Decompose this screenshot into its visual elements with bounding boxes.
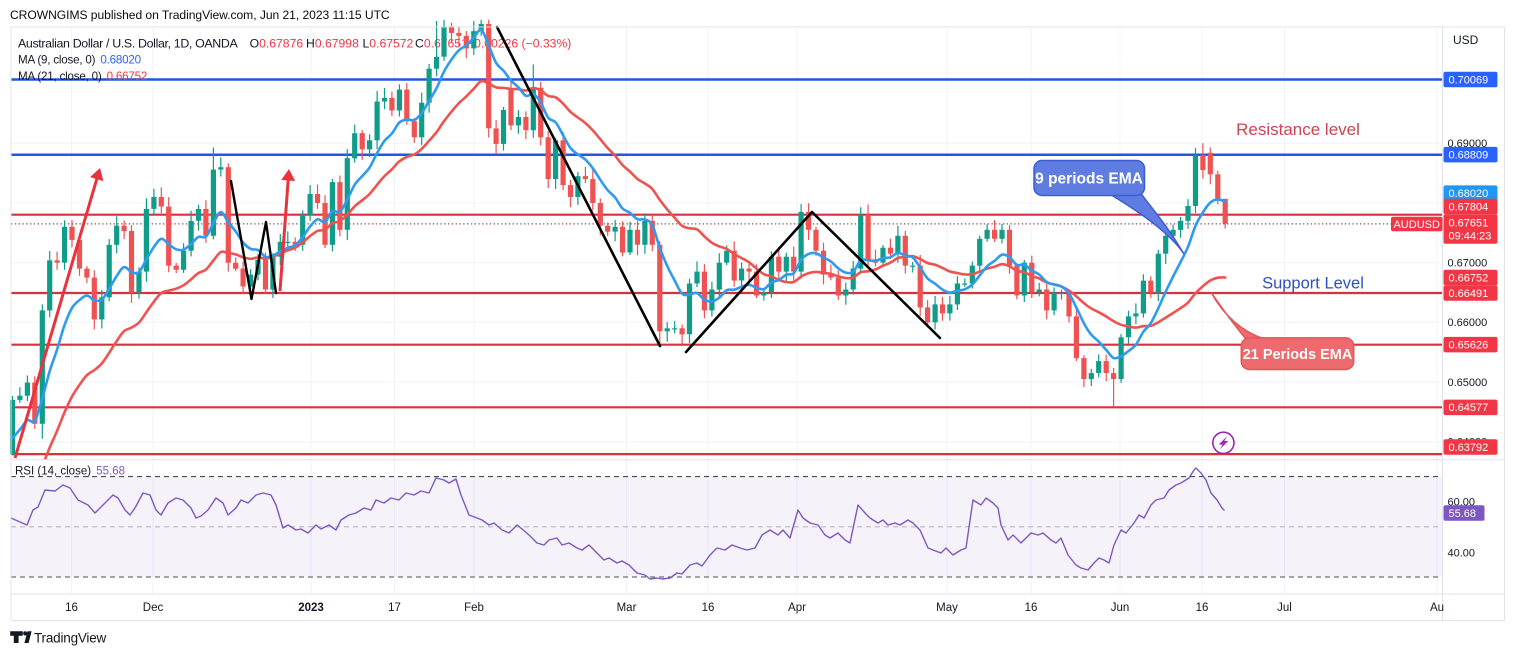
svg-text:Dec: Dec xyxy=(143,602,164,614)
svg-text:0.67651: 0.67651 xyxy=(1449,218,1489,230)
svg-text:USD: USD xyxy=(1453,33,1479,47)
svg-text:AUDUSD: AUDUSD xyxy=(1393,219,1440,231)
svg-text:17: 17 xyxy=(388,602,401,614)
svg-text:16: 16 xyxy=(1025,602,1038,614)
svg-text:0.66000: 0.66000 xyxy=(1448,317,1488,329)
svg-text:2023: 2023 xyxy=(298,602,324,614)
svg-text:0.65626: 0.65626 xyxy=(1449,340,1489,352)
svg-text:RSI (14, close) 55.68: RSI (14, close) 55.68 xyxy=(15,466,125,478)
svg-text:Mar: Mar xyxy=(617,602,637,614)
svg-text:O0.67876: O0.67876 xyxy=(250,37,304,51)
svg-text:May: May xyxy=(936,602,958,614)
svg-text:0.67000: 0.67000 xyxy=(1448,258,1488,270)
svg-text:0.67804: 0.67804 xyxy=(1449,202,1489,214)
svg-text:21 Periods EMA: 21 Periods EMA xyxy=(1243,347,1353,363)
svg-text:MA (21, close, 0) 0.66752: MA (21, close, 0) 0.66752 xyxy=(18,70,147,83)
svg-text:MA (9, close, 0) 0.68020: MA (9, close, 0) 0.68020 xyxy=(18,54,141,67)
svg-text:0.66752: 0.66752 xyxy=(1449,272,1489,284)
svg-text:0.64577: 0.64577 xyxy=(1449,402,1489,414)
svg-text:−0.00226 (−0.33%): −0.00226 (−0.33%) xyxy=(467,37,571,51)
svg-text:Au: Au xyxy=(1430,602,1444,614)
svg-text:Australian Dollar / U.S. Dolla: Australian Dollar / U.S. Dollar, 1D, OAN… xyxy=(18,37,239,51)
svg-text:0.63792: 0.63792 xyxy=(1449,442,1489,454)
svg-text:9 periods EMA: 9 periods EMA xyxy=(1035,171,1143,188)
svg-text:40.00: 40.00 xyxy=(1448,547,1476,559)
svg-text:Jun: Jun xyxy=(1111,602,1130,614)
svg-text:Resistance level: Resistance level xyxy=(1236,120,1360,139)
svg-text:Apr: Apr xyxy=(788,602,806,614)
svg-text:Support Level: Support Level xyxy=(1262,275,1364,293)
svg-text:0.68809: 0.68809 xyxy=(1449,150,1489,162)
svg-text:0.68020: 0.68020 xyxy=(1449,188,1489,200)
svg-text:H0.67998: H0.67998 xyxy=(306,37,359,51)
svg-text:16: 16 xyxy=(702,602,715,614)
svg-text:55.68: 55.68 xyxy=(1449,508,1477,520)
svg-text:16: 16 xyxy=(1196,602,1209,614)
svg-text:Jul: Jul xyxy=(1277,602,1292,614)
svg-text:0.65000: 0.65000 xyxy=(1448,377,1488,389)
svg-text:Feb: Feb xyxy=(464,602,484,614)
svg-text:09:44:23: 09:44:23 xyxy=(1449,231,1492,243)
svg-text:0.70069: 0.70069 xyxy=(1449,74,1489,86)
svg-text:TradingView: TradingView xyxy=(34,631,107,646)
svg-text:L0.67572: L0.67572 xyxy=(363,37,414,51)
svg-text:16: 16 xyxy=(65,602,78,614)
svg-text:0.66491: 0.66491 xyxy=(1449,288,1489,300)
svg-text:CROWNGIMS published on Trading: CROWNGIMS published on TradingView.com, … xyxy=(10,8,390,22)
